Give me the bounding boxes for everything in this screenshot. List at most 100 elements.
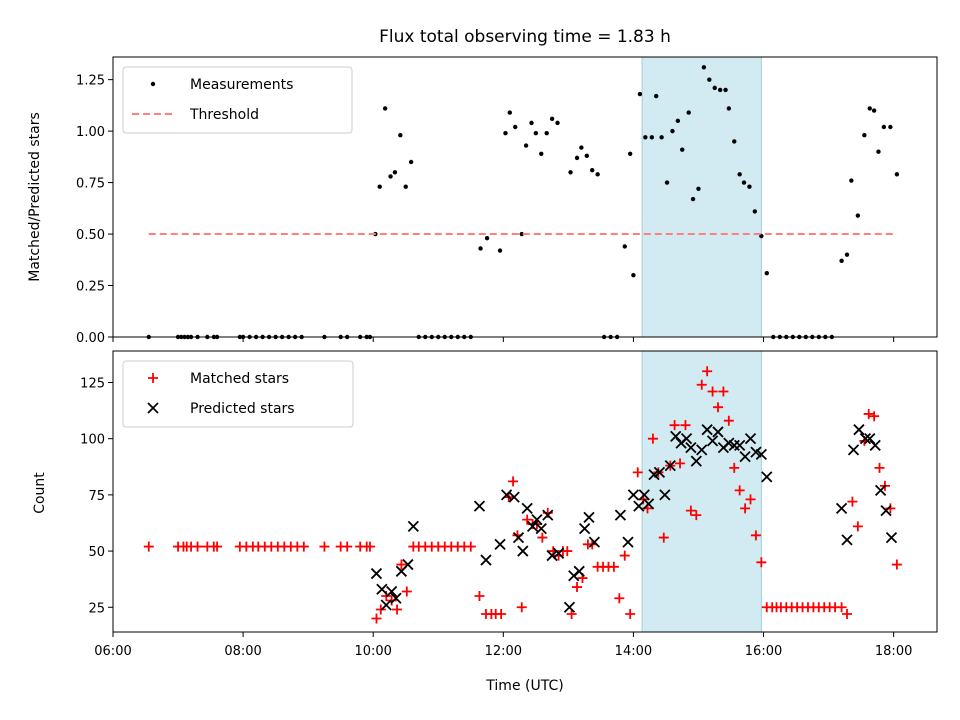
matched-star-point [401,586,412,597]
measurement-point [876,149,881,154]
measurement-point [737,172,742,177]
matched-star-point [625,609,636,620]
matched-star-point [723,415,734,426]
chart-title: Flux total observing time = 1.83 h [379,27,671,47]
measurement-point [627,151,633,156]
predicted-star-point [706,435,719,447]
measurement-point [533,130,539,136]
matched-star-point [718,386,729,397]
predicted-star-point [761,471,773,483]
measurement-point [478,246,483,251]
x-tick-label: 06:00 [94,644,131,659]
measurement-point [659,135,664,140]
predicted-star-point [696,444,708,456]
bottom-axes-frame [112,350,938,633]
measurement-point [717,87,723,93]
x-tick-label: 16:00 [745,644,782,659]
measurement-point [513,124,518,130]
predicted-star-point [690,455,702,467]
top-y-tick-label: 0.75 [76,177,105,192]
matched-star-point [847,496,858,507]
measurement-point [643,135,648,140]
measurement-point [595,172,600,177]
predicted-star-point [494,538,506,550]
measurement-point [881,124,887,130]
matched-star-point [756,557,767,568]
matched-star-point [680,420,691,431]
measurement-point [723,87,728,93]
predicted-star-point [712,426,724,438]
predicted-star-point [390,592,402,604]
bottom-y-tick-label: 75 [88,489,105,504]
predicted-star-point [627,489,640,501]
predicted-star-point [859,433,872,445]
x-axis-label: Time (UTC) [485,678,563,694]
measurement-point [579,145,584,150]
matched-star-point [298,541,309,552]
top-legend-box [122,66,353,134]
measurement-point [888,124,893,130]
matched-star-point [658,532,669,543]
predicted-star-point [633,500,645,512]
predicted-star-point [739,451,751,463]
legend-label: Matched stars [190,371,289,387]
measurement-point [408,159,414,165]
matched-star-point [842,609,853,620]
matched-star-point [745,494,756,505]
matched-star-point [508,476,519,487]
measurement-point [732,139,737,144]
predicted-star-point [874,484,887,497]
matched-star-point [212,541,223,552]
measurement-point [382,106,388,111]
predicted-star-point [588,536,601,548]
predicted-star-point [835,502,848,514]
measurement-point [497,248,503,253]
measurement-point [590,168,595,173]
top-y-tick-label: 1.25 [76,74,105,89]
predicted-star-point [508,491,520,503]
predicted-star-point [744,433,757,445]
matched-star-point [707,386,718,397]
bottom-y-tick-label: 125 [80,376,105,391]
matched-star-point [371,613,382,624]
predicted-star-point [517,545,529,557]
x-tick-label: 14:00 [615,644,652,659]
top-y-tick-label: 0.50 [76,228,105,243]
bottom-observing-window [641,350,762,633]
predicted-star-point [521,502,533,514]
matched-star-point [319,541,330,552]
predicted-star-point [380,599,392,611]
matched-star-point [702,366,713,377]
predicted-star-point [473,500,486,512]
measurement-point [747,184,752,189]
measurement-point [894,172,900,177]
predicted-star-point [480,554,492,566]
matched-star-point [675,458,686,469]
measurement-point [712,85,717,91]
measurement-point [507,110,513,115]
matched-star-point [392,604,403,615]
measurement-point [680,147,685,152]
measurement-point [686,110,691,115]
matched-star-point [691,510,702,521]
matched-star-point [143,541,154,552]
matched-star-point [669,420,680,431]
matched-star-point [729,462,740,473]
predicted-star-point [734,439,746,452]
predicted-star-point [670,430,682,443]
predicted-star-point [402,558,414,571]
legend-label: Measurements [190,77,293,93]
measurement-point [649,135,655,140]
predicted-star-point [376,583,388,595]
measurement-point [403,184,408,189]
matched-star-point [474,591,485,602]
predicted-star-point [500,489,513,501]
top-axes-frame [112,56,938,338]
predicted-star-point [535,522,547,535]
predicted-star-point [701,424,713,436]
measurement-point [377,184,382,189]
measurement-point [398,133,403,138]
measurement-point [867,106,872,111]
predicted-star-point [542,509,554,521]
legend-label: Threshold [189,107,259,123]
